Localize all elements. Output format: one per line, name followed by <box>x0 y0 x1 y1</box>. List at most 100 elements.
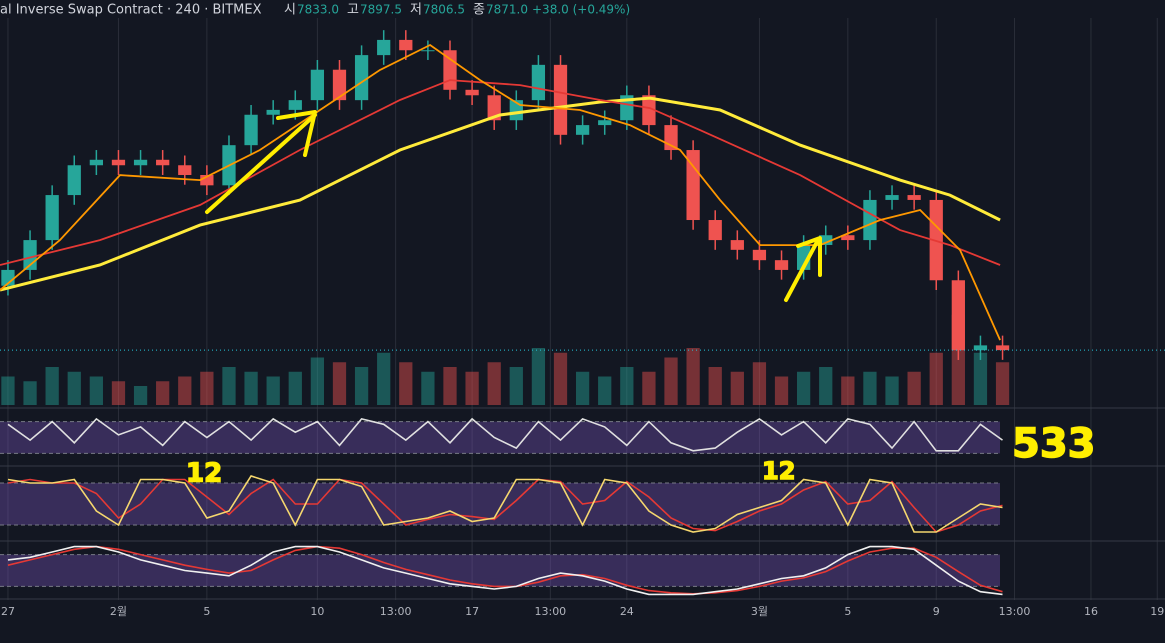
candle <box>377 30 391 65</box>
arrow <box>205 113 317 214</box>
volume-bar <box>863 371 877 405</box>
volume-bar <box>797 371 811 405</box>
candle-body <box>133 159 148 166</box>
candle-body <box>266 109 280 115</box>
volume-bar <box>664 357 678 405</box>
candle-body <box>951 280 965 351</box>
volume-bar <box>973 352 988 405</box>
candle <box>995 335 1010 360</box>
candle-body <box>686 150 700 221</box>
x-tick-label: 3월 <box>751 605 768 618</box>
volume-bar <box>377 352 391 405</box>
x-tick-label: 27 <box>1 605 15 618</box>
hand-annotation: 533 <box>1012 421 1096 467</box>
x-tick-label: 16 <box>1084 605 1098 618</box>
x-tick-label: 2월 <box>110 605 127 618</box>
volume-bar <box>575 371 590 405</box>
x-tick-label: 19 <box>1150 605 1164 618</box>
x-tick-label: 17 <box>465 605 479 618</box>
symbol-title: al Inverse Swap Contract · 240 · BITMEX <box>0 3 262 18</box>
volume-bar <box>774 376 789 405</box>
candle-body <box>332 69 347 101</box>
ohlc-value: 7897.5 <box>360 3 402 17</box>
candle-body <box>730 240 744 250</box>
candle <box>907 185 921 210</box>
candle <box>863 190 877 250</box>
candle <box>133 150 148 175</box>
x-tick-label: 13:00 <box>534 605 566 618</box>
hand-annotation: 12 <box>762 457 795 485</box>
volume-bar <box>841 376 855 405</box>
ohlc-label: 고 <box>347 3 359 18</box>
moving-average <box>0 43 1001 341</box>
x-tick-label: 13:00 <box>380 605 412 618</box>
candle <box>45 185 59 250</box>
candle <box>332 59 347 110</box>
volume-bar <box>531 348 546 405</box>
volume-bar <box>553 352 568 405</box>
oscillator-line <box>7 545 1003 596</box>
x-tick-label: 13:00 <box>999 605 1031 618</box>
volume-bar <box>89 376 103 405</box>
candle-body <box>399 39 413 51</box>
volume-bar <box>708 367 722 405</box>
volume-bar <box>642 371 656 405</box>
candle-body <box>421 50 435 52</box>
candle-body <box>531 64 546 101</box>
candle-body <box>89 159 103 166</box>
candle-body <box>642 95 656 126</box>
candle <box>730 230 744 260</box>
candle-body <box>841 235 855 241</box>
oscillator-line <box>7 417 1003 452</box>
candle-body <box>973 345 988 351</box>
moving-average <box>0 96 1001 292</box>
candle <box>841 225 855 250</box>
volume-bar <box>598 376 612 405</box>
volume-bar <box>354 367 369 405</box>
arrow-head <box>276 110 317 157</box>
candle <box>399 30 413 60</box>
volume-bar <box>67 371 81 405</box>
x-tick-label: 24 <box>620 605 634 618</box>
volume-bar <box>509 367 523 405</box>
volume-bar <box>885 376 899 405</box>
ohlc-value: 7871.0 <box>486 3 528 17</box>
candle <box>266 100 280 125</box>
candle-body <box>288 100 302 110</box>
candle <box>774 250 789 280</box>
candle <box>156 150 170 175</box>
volume-bar <box>730 371 744 405</box>
oscillator-band <box>0 554 1000 587</box>
candle-body <box>819 235 833 245</box>
candle-body <box>774 260 789 270</box>
volume-bar <box>23 381 37 405</box>
candle-body <box>907 195 921 200</box>
volume-bar <box>443 367 457 405</box>
candle <box>531 55 546 110</box>
candle-body <box>708 220 722 241</box>
ohlc-label: 종 <box>473 3 485 18</box>
candle <box>111 150 126 175</box>
oscillator-line <box>7 475 1003 533</box>
oscillator-band <box>0 421 1000 454</box>
candle <box>575 115 590 145</box>
volume-bar <box>332 362 347 405</box>
plot-area <box>0 30 1165 596</box>
x-tick-label: 5 <box>844 605 851 618</box>
x-tick-label: 10 <box>310 605 324 618</box>
ohlc-value: 7806.5 <box>423 3 465 17</box>
volume-bar <box>929 352 943 405</box>
volume-bar <box>244 371 258 405</box>
volume-bar <box>288 371 302 405</box>
volume-bar <box>200 371 214 405</box>
candle <box>354 45 369 110</box>
candle <box>951 270 965 360</box>
volume-bar <box>819 367 833 405</box>
candle <box>487 85 501 130</box>
volume-bar <box>620 367 634 405</box>
candle <box>421 40 435 60</box>
volume-bar <box>178 376 192 405</box>
candle <box>67 155 81 205</box>
candle-body <box>310 69 325 101</box>
candle-body <box>244 114 258 146</box>
